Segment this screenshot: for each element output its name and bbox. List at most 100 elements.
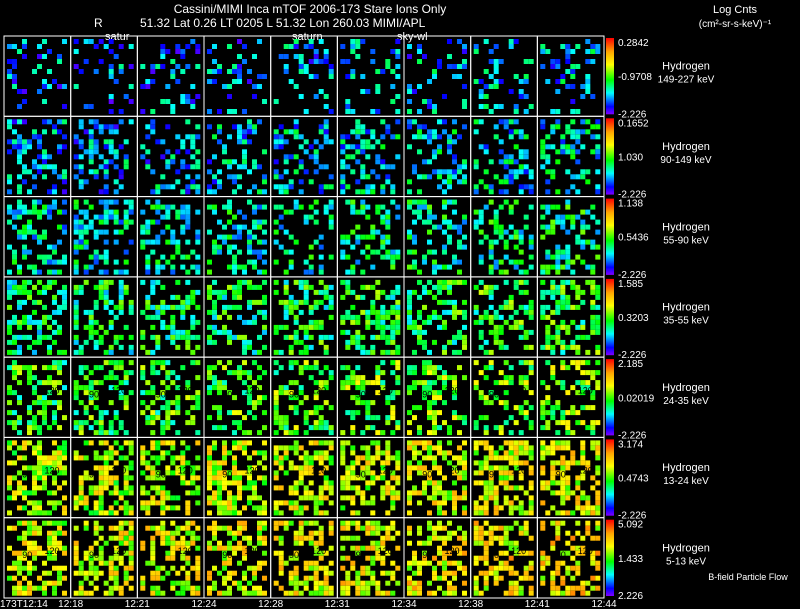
heatmap-pixel [385,490,391,496]
heatmap-pixel [7,174,12,180]
heatmap-pixel [508,299,514,305]
heatmap-pixel [108,139,114,145]
panel-frame [470,196,538,278]
heatmap-pixel [473,360,479,366]
heatmap-pixel [473,319,479,325]
heatmap-pixel [442,324,447,330]
heatmap-pixel [252,204,257,210]
heatmap-pixel [252,590,257,596]
heatmap-pixel [365,580,371,586]
heatmap-pixel [437,410,442,416]
heatmap-pixel [17,455,22,461]
heatmap-pixel [308,324,314,330]
heatmap-pixel [457,244,462,250]
heatmap-pixel [150,415,156,421]
heatmap-pixel [365,380,371,386]
heatmap-pixel [427,410,432,416]
heatmap-pixel [493,324,499,330]
heatmap-pixel [52,385,57,391]
heatmap-pixel [155,314,161,320]
heatmap-pixel [227,470,232,476]
heatmap-pixel [503,174,509,180]
heatmap-pixel [180,224,186,230]
heatmap-pixel [288,465,294,471]
heatmap-pixel [595,525,601,531]
heatmap-pixel [380,189,386,195]
heatmap-pixel [483,500,489,506]
heatmap-pixel [83,405,89,411]
heatmap-pixel [488,314,494,320]
heatmap-pixel [523,375,529,381]
heatmap-pixel [27,229,32,235]
heatmap-pixel [462,104,467,109]
heatmap-pixel [170,59,176,64]
heatmap-pixel [417,565,422,571]
heatmap-pixel [365,139,371,145]
heatmap-pixel [385,124,391,130]
heatmap-pixel [185,174,191,180]
heatmap-pixel [103,470,109,476]
heatmap-pixel [550,344,556,350]
heatmap-pixel [78,209,84,215]
heatmap-pixel [528,239,534,245]
heatmap-pixel [308,365,314,371]
heatmap-pixel [380,144,386,150]
heatmap-pixel [370,334,376,340]
heatmap-pixel [503,254,509,260]
heatmap-pixel [570,510,576,516]
heatmap-pixel [37,144,42,150]
heatmap-pixel [108,505,114,511]
units-label: Log Cnts [713,4,758,16]
heatmap-pixel [98,510,104,516]
heatmap-pixel [513,460,519,466]
heatmap-pixel [47,550,52,556]
heatmap-pixel [452,410,457,416]
heatmap-pixel [207,259,212,265]
heatmap-pixel [283,420,289,426]
heatmap-pixel [37,54,42,59]
heatmap-pixel [227,500,232,506]
heatmap-pixel [370,304,376,310]
heatmap-pixel [350,154,356,160]
heatmap-pixel [242,134,247,140]
heatmap-pixel [498,314,504,320]
heatmap-pixel [447,264,452,270]
heatmap-pixel [488,455,494,461]
heatmap-pixel [570,269,576,275]
heatmap-pixel [98,560,104,566]
heatmap-pixel [262,149,267,155]
heatmap-pixel [160,525,166,531]
heatmap-pixel [288,590,294,596]
heatmap-pixel [273,500,279,506]
heatmap-pixel [422,344,427,350]
heatmap-pixel [340,44,346,49]
heatmap-pixel [217,570,222,576]
heatmap-pixel [190,134,196,140]
heatmap-pixel [227,410,232,416]
heatmap-pixel [175,525,181,531]
heatmap-pixel [503,269,509,275]
heatmap-pixel [252,129,257,135]
heatmap-pixel [293,119,299,125]
heatmap-pixel [98,124,104,130]
heatmap-pixel [523,334,529,340]
heatmap-pixel [22,244,27,250]
heatmap-pixel [170,520,176,526]
heatmap-pixel [140,209,146,215]
heatmap-pixel [545,204,551,210]
heatmap-pixel [313,510,319,516]
heatmap-pixel [227,329,232,335]
heatmap-pixel [508,324,514,330]
heatmap-pixel [380,314,386,320]
heatmap-pixel [170,440,176,446]
heatmap-pixel [140,329,146,335]
heatmap-pixel [93,169,99,175]
heatmap-pixel [390,370,396,376]
heatmap-pixel [98,490,104,496]
heatmap-pixel [160,309,166,315]
heatmap-pixel [412,405,417,411]
heatmap-pixel [595,119,601,125]
heatmap-pixel [27,540,32,546]
heatmap-pixel [447,289,452,295]
